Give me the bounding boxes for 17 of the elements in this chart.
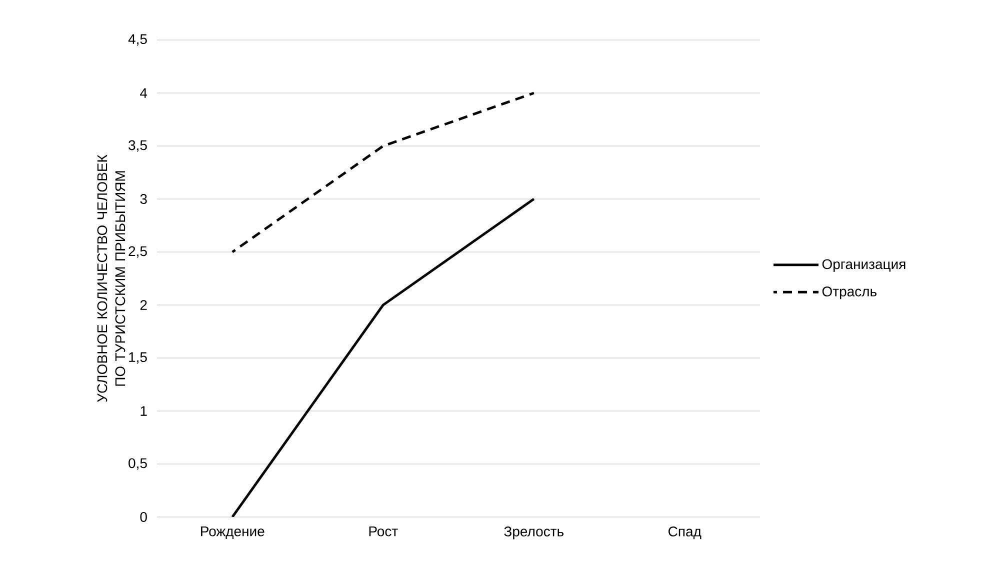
- y-tick-label: 2,5: [128, 246, 147, 258]
- y-tick-label: 2: [140, 300, 147, 310]
- y-tick-label: 0: [140, 512, 147, 522]
- y-tick-label: 4,5: [128, 34, 147, 46]
- y-tick-label: 3,5: [128, 140, 147, 152]
- legend-label: Организация: [822, 259, 906, 272]
- y-tick-label: 1: [140, 406, 147, 416]
- x-tick-label: Спад: [668, 526, 702, 540]
- x-tick-label: Рост: [369, 526, 398, 536]
- x-tick-label: Рождение: [201, 526, 264, 539]
- x-tick-label: Зрелость: [504, 526, 564, 540]
- y-tick-label: 3: [140, 194, 147, 204]
- y-tick-label: 1,5: [129, 352, 147, 364]
- y-tick-label: 0,5: [128, 458, 147, 470]
- y-axis-title: УСЛОВНОЕ КОЛИЧЕСТВО ЧЕЛОВЕК ПО ТУРИСТСКИМ ПРИБЫТИЯМ: [97, 154, 126, 402]
- legend-label: Отрасль: [822, 286, 876, 300]
- y-tick-label: 4: [140, 88, 148, 98]
